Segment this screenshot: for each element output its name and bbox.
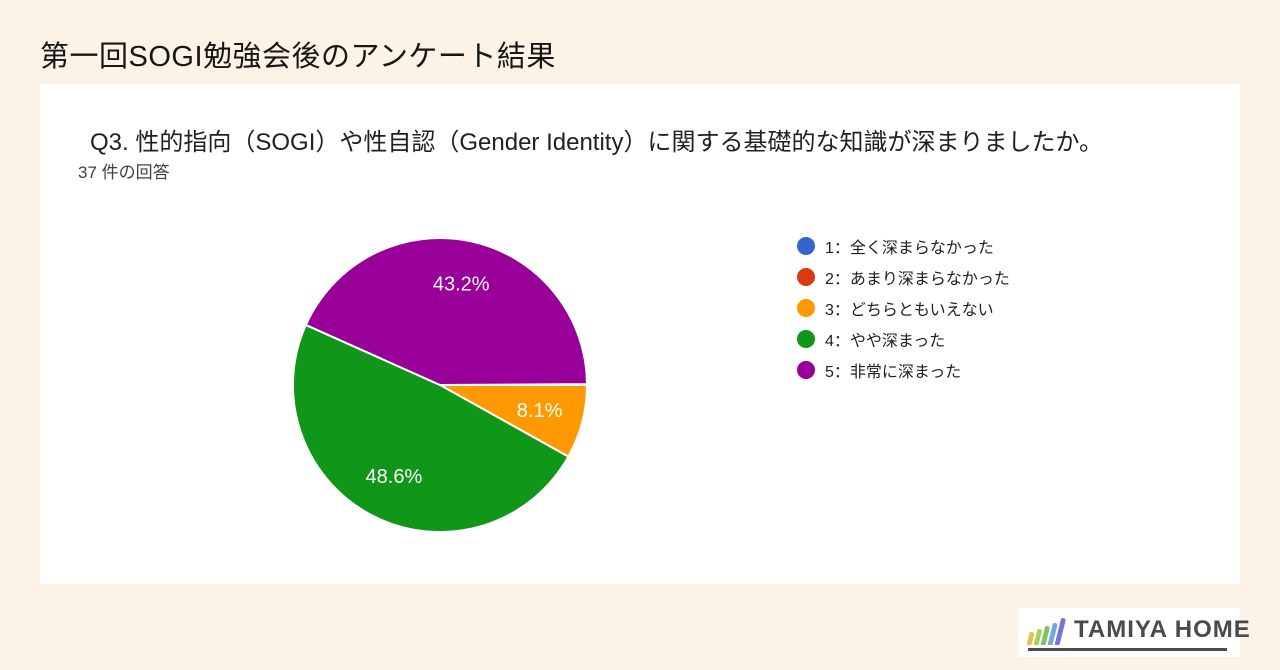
legend-item-5: 5：非常に深まった [797, 361, 1010, 381]
chart-legend: 1：全く深まらなかった 2：あまり深まらなかった 3：どちらともいえない 4：やや深ま… [797, 237, 1010, 392]
legend-item-3: 3：どちらともいえない [797, 299, 1010, 319]
pie-slice-label: 8.1% [517, 400, 563, 422]
legend-label: 5：非常に深まった [825, 364, 962, 381]
tamiya-home-logo: TAMIYA HOME [1018, 608, 1250, 657]
legend-label: 3：どちらともいえない [825, 302, 994, 319]
question-title: Q3. 性的指向（SOGI）や性自認（Gender Identity）に関する基… [90, 129, 1103, 156]
logo-underline [1028, 648, 1227, 651]
pie-slice-4 [291, 323, 570, 534]
legend-label: 4：やや深まった [825, 333, 946, 350]
legend-item-1: 1：全く深まらなかった [797, 237, 1010, 257]
legend-color-dot-icon [797, 330, 815, 348]
logo-text: TAMIYA HOME [1074, 615, 1251, 643]
pie-slice-label: 43.2% [433, 273, 490, 295]
legend-item-2: 2：あまり深まらなかった [797, 268, 1010, 288]
legend-color-dot-icon [797, 299, 815, 317]
response-count: 37 件の回答 [78, 163, 170, 182]
legend-color-dot-icon [797, 361, 815, 379]
logo-bar [1054, 617, 1067, 645]
page-title: 第一回SOGI勉強会後のアンケート結果 [40, 41, 556, 73]
survey-result-card: Q3. 性的指向（SOGI）や性自認（Gender Identity）に関する基… [40, 84, 1240, 584]
pie-chart: 8.1% 48.6% 43.2% [291, 236, 588, 534]
pie-slice-label: 48.6% [366, 466, 423, 488]
legend-color-dot-icon [797, 237, 815, 255]
legend-item-4: 4：やや深まった [797, 330, 1010, 350]
logo-bars-icon [1026, 617, 1069, 645]
legend-label: 1：全く深まらなかった [825, 240, 994, 257]
legend-color-dot-icon [797, 268, 815, 286]
pie-slice-5 [304, 236, 588, 386]
legend-label: 2：あまり深まらなかった [825, 271, 1010, 288]
